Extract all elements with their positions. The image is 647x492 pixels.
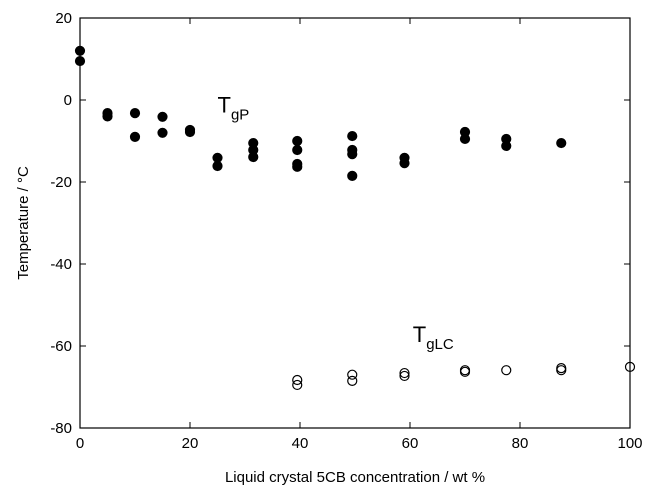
data-point [347,149,358,160]
data-point [556,137,567,149]
data-point [212,160,223,172]
annotation: TgP [218,92,250,123]
data-point [347,375,358,386]
data-point [399,370,410,382]
data-point [501,365,512,376]
data-point [347,170,358,181]
data-point [347,369,358,380]
annotation: TgLC [413,322,454,353]
data-point [102,111,113,122]
annotation-sub: gP [231,106,249,123]
data-point [347,130,358,142]
annotation-sub: gLC [426,336,454,353]
annotation-text: T [413,322,426,347]
x-tick-label: 100 [617,435,642,452]
y-tick-label: 20 [55,10,72,27]
data-point [74,55,86,67]
y-tick-label: -60 [50,338,72,355]
data-point [399,367,410,379]
x-tick-label: 20 [182,435,199,452]
x-tick-label: 40 [292,435,309,452]
x-tick-label: 60 [402,435,419,452]
y-axis-label: Temperature / °C [15,166,32,280]
data-point [157,111,168,122]
data-point [292,144,303,156]
data-point [459,133,471,145]
y-tick-label: -20 [50,174,72,191]
data-point [248,151,259,163]
y-tick-label: 0 [64,92,72,109]
y-tick-label: -80 [50,420,72,437]
plot-frame [79,17,631,429]
data-point [399,158,410,169]
data-point [129,131,141,142]
data-point [157,127,168,138]
data-point [184,126,196,138]
data-point [459,366,471,377]
y-tick-label: -40 [50,256,72,273]
data-point [292,379,303,391]
data-point [74,45,86,56]
data-point [501,140,512,152]
data-point [556,363,567,374]
x-axis-label: Liquid crystal 5CB concentration / wt % [225,469,485,486]
x-tick-label: 80 [512,435,529,452]
data-point [129,108,141,119]
data-point [556,365,567,376]
data-point [292,135,303,147]
data-point [624,361,636,373]
annotation-text: T [218,92,231,117]
x-tick-label: 0 [76,435,84,452]
data-point [292,161,303,172]
data-point [292,374,303,386]
